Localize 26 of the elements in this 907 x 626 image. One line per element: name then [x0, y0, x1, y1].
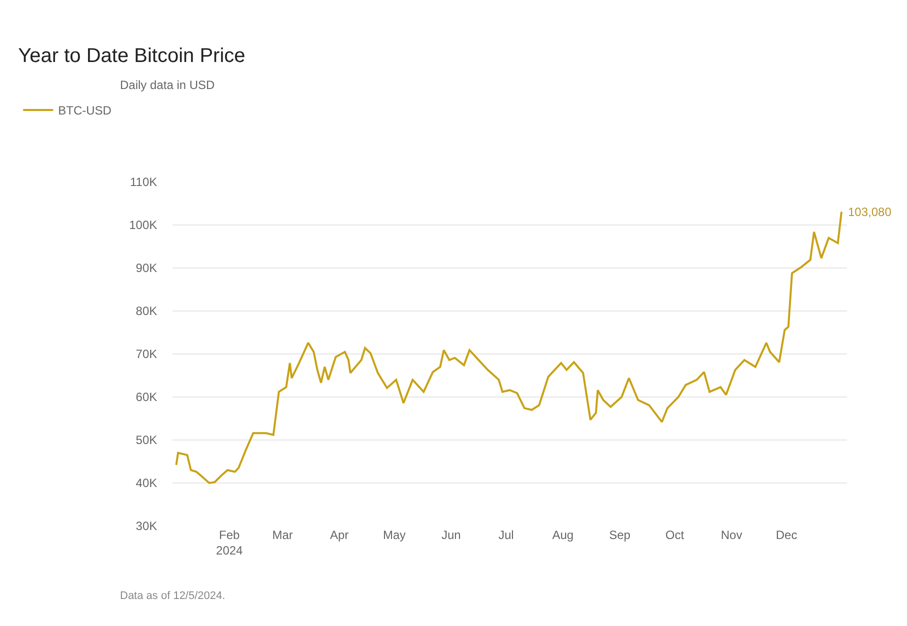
text: Data as of 12/5/2024. — [120, 590, 226, 602]
x-tick-label: Dec — [776, 528, 798, 542]
x-tick-label: Oct — [665, 528, 685, 542]
x-tick-label: Jul — [498, 528, 514, 542]
x-tick-label: Nov — [720, 528, 742, 542]
x-tick-label: Sep — [609, 528, 631, 542]
x-tick-label: Feb 2024 — [216, 528, 244, 558]
x-tick-label: Mar — [272, 528, 293, 542]
x-tick-label: Apr — [330, 528, 349, 542]
y-tick-label: 50K — [136, 433, 158, 448]
y-tick-label: 40K — [136, 476, 158, 490]
y-tick-label: 90K — [136, 261, 158, 276]
line-series — [175, 210, 842, 484]
annotation: 103,080 — [848, 205, 892, 219]
legend-label: BTC-USD — [58, 104, 112, 118]
y-tick-label: 30K — [136, 519, 158, 534]
y-tick-label: 60K — [136, 390, 158, 404]
y-tick-label: 110K — [130, 175, 158, 190]
x-tick-label: May — [382, 528, 406, 542]
y-tick-label: 70K — [136, 347, 158, 362]
chart-title: Year to Date Bitcoin Price — [18, 45, 246, 67]
chart-subtitle: Daily data in USD — [120, 78, 216, 92]
x-tick-label: Jun — [441, 528, 461, 542]
x-tick-label: Aug — [552, 528, 574, 542]
y-tick-label: 80K — [136, 304, 158, 318]
y-tick-label: 100K — [129, 218, 158, 232]
